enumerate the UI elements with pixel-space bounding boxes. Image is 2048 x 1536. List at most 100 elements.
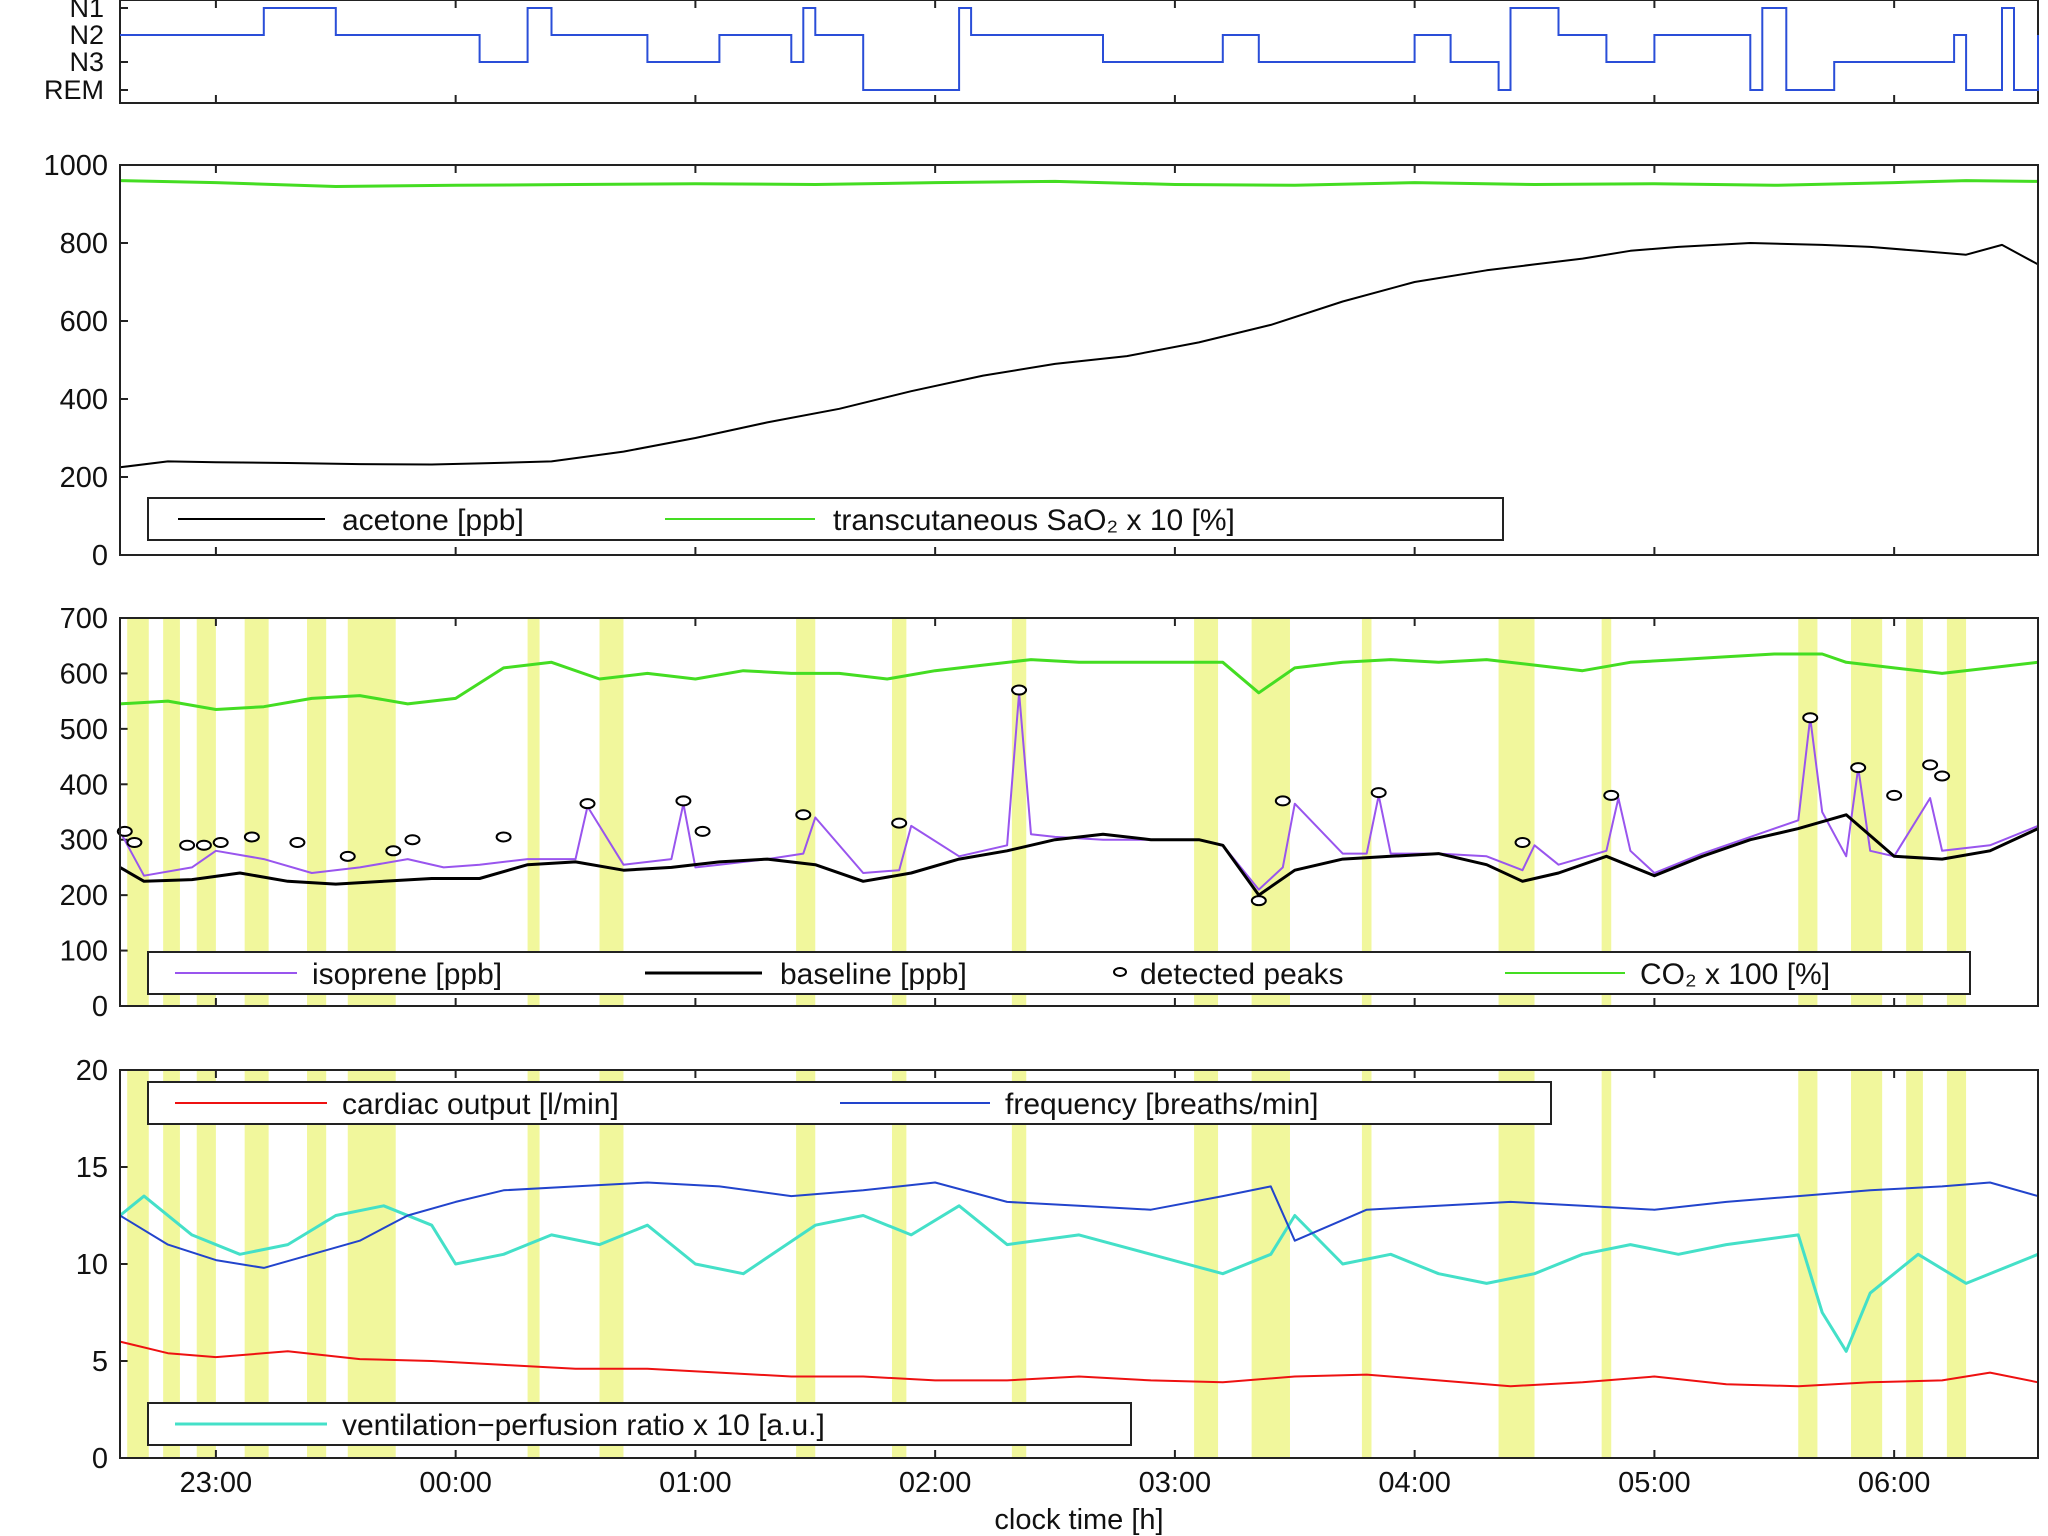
highlight-band — [1850, 618, 1883, 1006]
baseline-line — [119, 813, 2039, 897]
highlight-band — [163, 1070, 180, 1458]
y-tick-label: 200 — [60, 880, 108, 912]
detected-peak — [891, 817, 908, 829]
highlight-band — [891, 618, 907, 1006]
sao2-line — [119, 179, 2039, 188]
x-tick-label: 05:00 — [1618, 1467, 1691, 1499]
legend-sao2: transcutaneous SaO₂ x 10 [%] — [833, 504, 1235, 537]
highlight-band — [1906, 618, 1923, 1006]
highlight-band — [1498, 1070, 1535, 1458]
detected-peak — [795, 809, 812, 821]
detected-peak — [1886, 789, 1903, 801]
highlight-band — [307, 1070, 327, 1458]
highlight-band — [307, 618, 327, 1006]
highlight-band — [527, 1070, 540, 1458]
detected-peak — [1850, 762, 1867, 774]
isoprene-panel: 0 100 200 300 400 500 600 700 isoprene [ppb] ba… — [60, 603, 2039, 1023]
y-tick-label: 400 — [60, 769, 108, 801]
x-axis-label: clock time [h] — [994, 1504, 1163, 1536]
detected-peak — [195, 839, 212, 851]
detected-peak — [1250, 895, 1267, 907]
detected-peak — [1802, 712, 1819, 724]
highlight-band — [127, 1070, 149, 1458]
highlight-band — [1361, 1070, 1372, 1458]
highlight-band — [1361, 618, 1372, 1006]
x-tick-label: 00:00 — [419, 1467, 492, 1499]
detected-peak — [1514, 836, 1531, 848]
x-tick-label: 03:00 — [1139, 1467, 1212, 1499]
detected-peak — [1011, 684, 1028, 696]
x-tick-label: 06:00 — [1858, 1467, 1931, 1499]
highlight-band — [1798, 618, 1818, 1006]
highlight-band — [1601, 1070, 1612, 1458]
highlight-band — [1906, 1070, 1923, 1458]
detected-peak — [579, 798, 596, 810]
highlight-band — [1251, 618, 1290, 1006]
highlight-band — [1601, 618, 1612, 1006]
y-tick-label: 20 — [76, 1055, 108, 1087]
detected-peak — [1274, 795, 1291, 807]
x-tick-label: 01:00 — [659, 1467, 732, 1499]
highlight-band — [1946, 1070, 1967, 1458]
detected-peak — [1934, 770, 1951, 782]
legend-cardiac: cardiac output [l/min] — [342, 1088, 619, 1121]
detected-peak — [289, 836, 306, 848]
y-tick-label: 600 — [60, 306, 108, 338]
x-tick-label: 02:00 — [899, 1467, 972, 1499]
y-tick-label: 5 — [92, 1346, 108, 1378]
isoprene-legend: isoprene [ppb] baseline [ppb] detected p… — [147, 951, 1971, 995]
x-tick-label: 23:00 — [180, 1467, 253, 1499]
vq-ratio-line — [119, 1194, 2039, 1353]
legend-vq: ventilation−perfusion ratio x 10 [a.u.] — [342, 1409, 825, 1442]
cardio-frame — [119, 1069, 2039, 1459]
highlight-band — [1194, 1070, 1219, 1458]
highlight-band — [196, 1070, 216, 1458]
cardio-panel: 0 5 10 15 20 cardiac output [l/min] frequenc… — [76, 1055, 2039, 1475]
isoprene-frame — [119, 617, 2039, 1007]
highlight-band — [599, 618, 624, 1006]
legend-baseline: baseline [ppb] — [780, 958, 967, 991]
sleep-stage-line — [120, 7, 2039, 91]
y-tick-label: 600 — [60, 658, 108, 690]
legend-isoprene: isoprene [ppb] — [312, 958, 502, 991]
acetone-legend: acetone [ppb] transcutaneous SaO₂ x 10 [… — [147, 497, 1504, 541]
detected-peak — [179, 839, 196, 851]
highlight-band — [1946, 618, 1967, 1006]
acetone-frame — [119, 164, 2039, 556]
stage-label: REM — [44, 75, 104, 105]
highlight-band — [527, 618, 540, 1006]
legend-co2: CO₂ x 100 [%] — [1640, 958, 1830, 991]
detected-peak — [694, 825, 711, 837]
highlight-band — [163, 618, 180, 1006]
highlight-band — [347, 618, 396, 1006]
cardio-legend-top: cardiac output [l/min] frequency [breath… — [147, 1081, 1552, 1125]
legend-frequency: frequency [breaths/min] — [1005, 1088, 1319, 1121]
y-tick-label: 500 — [60, 714, 108, 746]
y-tick-label: 100 — [60, 936, 108, 968]
highlight-band — [599, 1070, 624, 1458]
x-tick-label: 04:00 — [1378, 1467, 1451, 1499]
frequency-line — [119, 1181, 2039, 1269]
highlight-band — [127, 618, 149, 1006]
highlight-band — [1194, 618, 1219, 1006]
highlight-band — [1011, 1070, 1027, 1458]
detected-peak — [243, 831, 260, 843]
y-tick-label: 200 — [60, 462, 108, 494]
stage-label: N1 — [69, 0, 104, 23]
acetone-line — [119, 242, 2039, 469]
detected-peak — [495, 831, 512, 843]
detected-peak — [339, 850, 356, 862]
highlight-band — [1498, 618, 1535, 1006]
stage-label: N3 — [69, 47, 104, 77]
highlight-band — [1850, 1070, 1883, 1458]
y-tick-label: 0 — [92, 1443, 108, 1475]
highlight-band — [244, 618, 269, 1006]
detected-peak — [1370, 787, 1387, 799]
detected-peak — [1922, 759, 1939, 771]
y-tick-label: 0 — [92, 540, 108, 572]
co2-line — [119, 652, 2039, 711]
highlight-band — [796, 1070, 816, 1458]
y-tick-label: 700 — [60, 603, 108, 635]
highlight-band — [347, 1070, 396, 1458]
